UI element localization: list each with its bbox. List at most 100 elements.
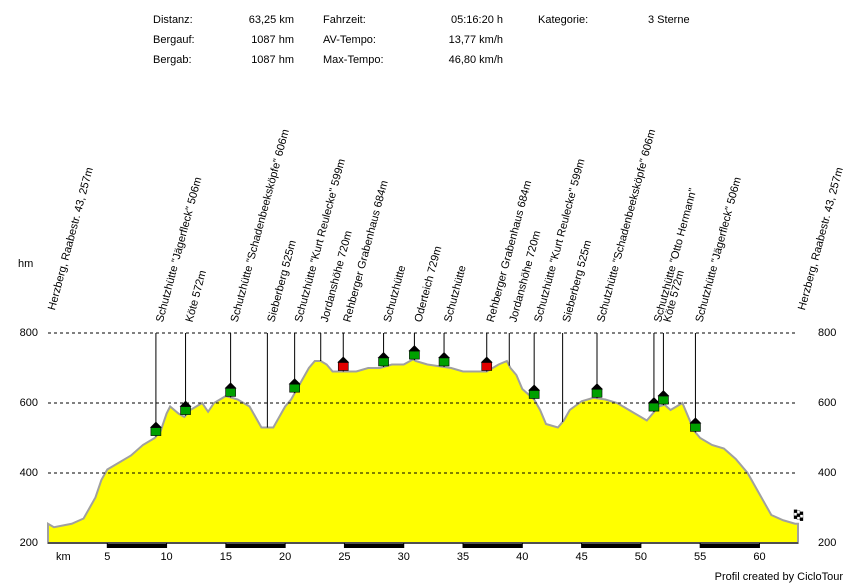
hut-marker: [591, 383, 604, 398]
stat-label: Distanz:: [153, 14, 193, 26]
hut-marker: [149, 421, 162, 436]
stat-value: 05:16:20 h: [451, 14, 503, 26]
flag-cell: [796, 513, 801, 517]
hut-roof: [438, 351, 451, 358]
hut-body: [648, 402, 660, 412]
flag-cell: [799, 511, 804, 515]
hut-body: [409, 350, 420, 360]
stat-value: 13,77 km/h: [449, 34, 503, 46]
hut-body: [438, 357, 450, 367]
hut-marker: [528, 384, 541, 399]
x-tick-label: 20: [279, 551, 291, 563]
scale-bar: [107, 544, 167, 548]
hut-roof: [591, 383, 604, 390]
x-tick-label: 50: [635, 551, 647, 563]
scale-bar: [463, 544, 523, 548]
waypoint-label: Schutzhütte: [382, 264, 409, 323]
flag-cell: [796, 516, 801, 520]
hut-marker: [337, 356, 350, 371]
waypoint-label: Herzberg, Raabestr. 43, 257m: [46, 166, 96, 311]
hut-marker: [408, 345, 421, 360]
x-tick-label: 5: [104, 551, 110, 563]
hut-roof: [657, 390, 670, 397]
x-tick-label: 55: [694, 551, 706, 563]
x-tick-label: 15: [220, 551, 232, 563]
credit: Profil created by CicloTour: [715, 571, 844, 583]
x-axis-label: km: [56, 551, 71, 563]
hut-marker: [689, 417, 702, 432]
hut-body: [528, 390, 540, 399]
hut-body: [289, 383, 300, 393]
x-tick-label: 30: [398, 551, 410, 563]
hut-roof: [179, 400, 192, 407]
hut-marker: [377, 351, 390, 367]
hut-body: [337, 362, 349, 371]
stat-label: Bergauf:: [153, 34, 195, 46]
hut-body: [591, 388, 603, 398]
hut-body: [481, 362, 493, 371]
x-tick-label: 35: [457, 551, 469, 563]
scale-bar: [344, 544, 404, 548]
flag-cell: [796, 510, 801, 514]
y-tick-label-right: 400: [818, 467, 836, 479]
hut-roof: [408, 345, 421, 352]
hut-roof: [647, 397, 660, 404]
waypoint-label: Sieberberg 525m: [561, 239, 594, 324]
hut-roof: [528, 384, 541, 391]
x-tick-label: 25: [338, 551, 350, 563]
scale-bar: [581, 544, 641, 548]
hut-roof: [689, 417, 702, 424]
hut-roof: [149, 421, 162, 428]
x-tick-label: 60: [753, 551, 765, 563]
waypoint-label: Schutzhütte: [442, 264, 469, 323]
x-tick-label: 40: [516, 551, 528, 563]
hut-roof: [377, 351, 390, 358]
hut-marker: [657, 390, 670, 405]
hut-body: [150, 427, 162, 436]
flag-cell: [799, 514, 804, 518]
stat-label: Bergab:: [153, 54, 192, 66]
waypoint-label: Herzberg, Raabestr. 43, 257m: [796, 166, 846, 311]
flag-cell: [793, 515, 798, 519]
stat-label: Kategorie:: [538, 14, 588, 26]
hut-roof: [337, 356, 350, 363]
waypoint-label: Oderteich 729m: [413, 245, 445, 324]
hut-marker: [179, 400, 192, 415]
scale-bar: [700, 544, 760, 548]
stat-value: 46,80 km/h: [449, 54, 503, 66]
stat-value: 1087 hm: [251, 54, 294, 66]
y-tick-label-right: 600: [818, 397, 836, 409]
waypoint-label: Schutzhütte "Jägerfleck" 506m: [694, 176, 744, 324]
hut-roof: [480, 356, 493, 363]
hut-body: [378, 357, 389, 367]
waypoint-label: Köte 572m: [184, 269, 209, 323]
flag-cell: [799, 517, 804, 521]
stat-value: 63,25 km: [249, 14, 294, 26]
waypoint-label: Sieberberg 525m: [265, 239, 298, 324]
hut-marker: [438, 351, 451, 367]
y-tick-label: 600: [20, 397, 38, 409]
hut-roof: [224, 382, 237, 389]
flag-cell: [793, 512, 798, 516]
waypoint-label: Schutzhütte "Schadenbeeksköpfe" 606m: [595, 128, 658, 324]
stat-label: Max-Tempo:: [323, 54, 384, 66]
hut-marker: [647, 397, 660, 412]
x-tick-label: 10: [160, 551, 172, 563]
hut-roof: [288, 378, 301, 385]
hut-body: [180, 406, 191, 415]
hut-body: [690, 423, 701, 432]
hut-marker: [288, 378, 301, 393]
finish-flag: [793, 509, 804, 521]
stat-label: AV-Tempo:: [323, 34, 376, 46]
hut-body: [225, 388, 236, 397]
y-tick-label-right: 800: [818, 327, 836, 339]
flag-cell: [793, 509, 798, 513]
hut-marker: [480, 356, 493, 371]
y-axis-label: hm: [18, 258, 33, 270]
y-tick-label-right: 200: [818, 537, 836, 549]
elevation-area: [47, 358, 799, 544]
hut-body: [658, 395, 669, 405]
stat-value: 1087 hm: [251, 34, 294, 46]
